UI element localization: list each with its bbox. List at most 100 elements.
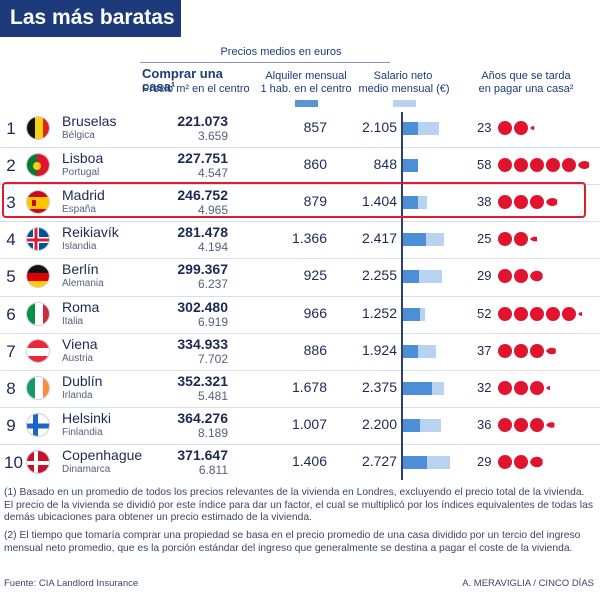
row-divider: [0, 443, 600, 445]
years-value: 29: [477, 453, 492, 469]
country-name: Portugal: [62, 167, 100, 179]
flag-denmark-icon: [26, 449, 50, 474]
row-divider: [0, 295, 600, 297]
years-dots: [498, 343, 569, 358]
buy-price: 246.752: [177, 187, 228, 204]
buy-price: 352.321: [177, 372, 228, 389]
city-name: Viena: [62, 335, 98, 352]
salary-header: Salario neto: [373, 70, 433, 82]
bar-rent: [403, 344, 419, 358]
country-name: Italia: [62, 315, 84, 327]
rank-number: 2: [6, 156, 16, 176]
buy-price: 299.367: [177, 261, 228, 278]
rank-number: 5: [6, 267, 16, 287]
year-dot: [530, 306, 544, 321]
row-divider: [0, 221, 600, 223]
years-value: 32: [477, 379, 492, 395]
rent-value: 886: [303, 341, 327, 358]
rent-value: 860: [303, 156, 327, 173]
salary-value: 2.255: [361, 267, 397, 284]
rank-number: 8: [6, 378, 16, 398]
table-row: 2 Lisboa Portugal 227.751 4.547 860 848 58: [0, 147, 600, 184]
year-dot: [562, 306, 576, 321]
country-name: Irlanda: [62, 389, 93, 401]
flag-spain-icon: [26, 190, 50, 215]
year-dot: [530, 195, 544, 210]
row-divider: [0, 332, 600, 334]
year-dot-partial: [530, 456, 543, 468]
flag-portugal-icon: [26, 153, 50, 178]
rank-number: 1: [6, 119, 16, 138]
year-dot: [546, 158, 560, 173]
salary-value: 2.727: [361, 452, 397, 469]
year-dot: [498, 158, 512, 173]
country-name: Finlandia: [62, 426, 103, 438]
source-label: Fuente: CIA Landlord Insurance: [4, 578, 139, 589]
year-dot: [514, 306, 528, 321]
bar-rent: [403, 270, 419, 284]
buy-price: 281.478: [177, 224, 228, 241]
salary-value: 2.417: [361, 230, 397, 247]
year-dot: [498, 232, 512, 247]
rank-number: 4: [6, 230, 16, 250]
years-value: 52: [477, 305, 492, 321]
flag-germany-icon: [26, 264, 50, 289]
row-divider: [0, 406, 600, 408]
years-dots: [498, 417, 569, 432]
salary-value: 848: [373, 156, 397, 173]
rank-number: 7: [6, 341, 16, 361]
rent-value: 1.366: [291, 230, 327, 247]
rent-value: 1.406: [291, 452, 327, 469]
group-label: Precios medios en euros: [220, 46, 342, 58]
year-dot-partial: [530, 271, 543, 282]
salary-value: 2.105: [361, 119, 397, 135]
city-name: Reikiavík: [62, 224, 119, 241]
price-per-m2: 3.659: [197, 129, 228, 143]
city-name: Lisboa: [62, 150, 104, 167]
footnote-1: (1) Basado en un promedio de todos los p…: [4, 487, 593, 523]
rank-number: 9: [6, 415, 16, 435]
rent-value: 925: [303, 267, 327, 284]
flag-iceland-icon: [26, 227, 50, 252]
city-name: Berlín: [62, 261, 99, 278]
rent-value: 1.678: [291, 378, 327, 395]
country-name: Alemania: [62, 278, 104, 290]
row-divider: [0, 147, 600, 149]
buy-price: 227.751: [177, 150, 228, 167]
country-name: Islandia: [62, 241, 97, 253]
year-dot-partial: [530, 236, 537, 242]
years-dots: [498, 454, 553, 469]
bar-rent: [403, 381, 432, 395]
year-dot: [514, 195, 528, 210]
flag-ireland-icon: [26, 375, 50, 400]
year-dot: [498, 306, 512, 321]
salary-subheader: medio mensual (€): [358, 83, 450, 95]
country-name: Bélgica: [62, 130, 95, 141]
year-dot: [530, 158, 544, 173]
buy-price: 371.647: [177, 446, 228, 463]
years-dots: [498, 269, 553, 284]
rent-value: 857: [303, 119, 327, 135]
city-name: Roma: [62, 298, 100, 315]
year-dot: [514, 454, 528, 469]
table-row: 8 Dublín Irlanda 352.321 5.481 1.678 2.375 32: [0, 370, 600, 407]
table-row: 1 Bruselas Bélgica 221.073 3.659 857 2.105 23: [0, 110, 600, 147]
row-divider: [0, 184, 600, 186]
city-name: Helsinki: [62, 409, 112, 426]
buy-header: Comprar una casa¹: [142, 66, 223, 94]
years-value: 58: [477, 157, 492, 173]
years-value: 23: [477, 120, 492, 135]
year-dot: [514, 121, 528, 135]
flag-italy-icon: [26, 301, 50, 326]
buy-price: 364.276: [177, 409, 228, 426]
salary-value: 1.252: [361, 304, 397, 321]
years-dots: [498, 232, 553, 247]
bar-rent: [403, 455, 428, 469]
salary-value: 2.200: [361, 415, 397, 432]
salary-value: 1.924: [361, 341, 397, 358]
years-dots: [498, 380, 569, 395]
row-divider: [0, 258, 600, 260]
bar-rent: [403, 307, 420, 321]
city-name: Copenhague: [62, 446, 143, 463]
year-dot: [498, 454, 512, 469]
